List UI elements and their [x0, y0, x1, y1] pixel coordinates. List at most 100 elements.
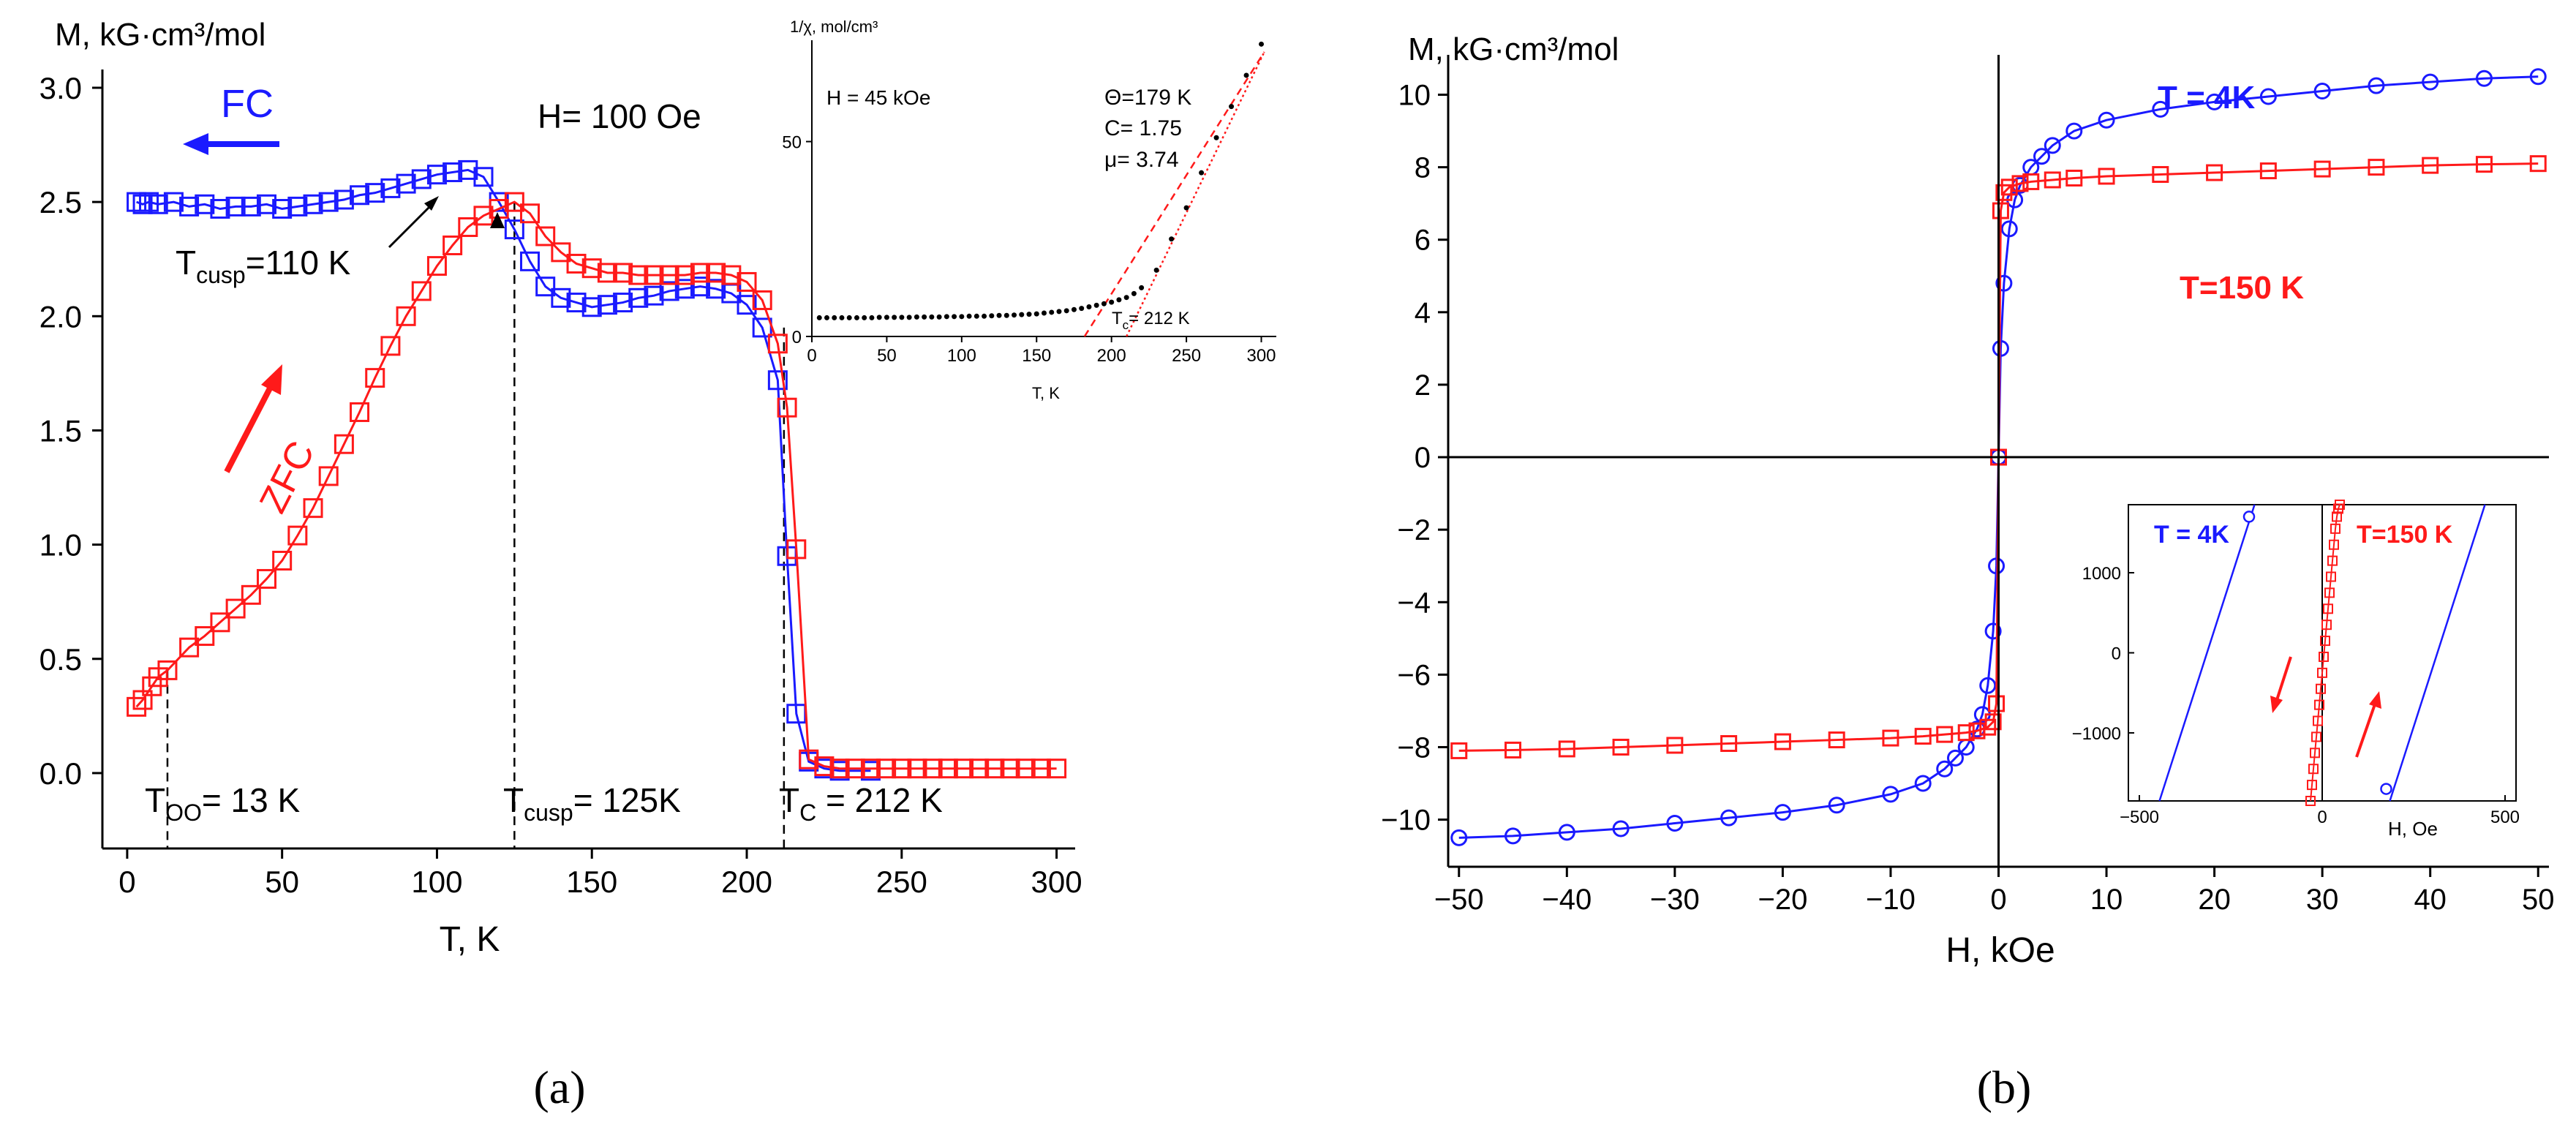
zfc-point [380, 336, 401, 356]
chart-a-x-tick-label: 150 [566, 865, 617, 899]
t150k-point [1914, 728, 1932, 745]
inset-b-150k-point [2329, 539, 2339, 550]
zfc-point [597, 263, 617, 283]
chart-b-x-tick-label: 20 [2198, 884, 2231, 916]
fc-point [581, 297, 602, 317]
inset-a-point [876, 315, 882, 320]
inset-a-point [1183, 205, 1189, 211]
chart-a-x-tick-label: 250 [876, 865, 927, 899]
zfc-point [737, 271, 757, 292]
t150k-point [1882, 729, 1899, 747]
fc-point [334, 189, 354, 210]
inset-a-point [929, 314, 935, 320]
t150k-point [1992, 202, 2009, 219]
t150k-point [1984, 713, 2002, 731]
inset-a-x-tick-label: 0 [807, 346, 816, 366]
zfc-point [907, 759, 927, 779]
inset-a-point [839, 315, 845, 320]
fc-point [318, 192, 339, 212]
fc-point [426, 165, 447, 185]
zfc-point [954, 759, 974, 779]
t4k-point [2044, 137, 2061, 154]
inset-a-point [1042, 310, 1047, 316]
fc-point [272, 199, 293, 219]
zfc-point [814, 756, 835, 777]
inset-a-point [1213, 135, 1219, 140]
zfc-point [786, 539, 807, 560]
fc-point [659, 281, 679, 301]
inset-a-point [922, 314, 927, 320]
annotation-too: TOO= 13 K [145, 781, 300, 826]
inset-b-150k-point [2317, 667, 2327, 678]
zfc-point [551, 242, 571, 263]
inset-b-4k-line [2389, 504, 2486, 802]
t4k-point [1936, 760, 1954, 778]
inset-a-point [1049, 309, 1055, 315]
inset-a-point [982, 313, 987, 319]
zfc-point [396, 306, 416, 326]
zfc-point [127, 696, 147, 717]
zfc-point [179, 637, 200, 658]
chart-a: 0 50 100 150 200 250 3000.00.51.01.52.02.53.0 … [39, 11, 1291, 959]
inset-a-point [1229, 104, 1235, 110]
zfc-point [876, 759, 897, 779]
fc-point [504, 219, 524, 240]
inset-a-point [869, 315, 875, 320]
chart-b-x-tick-label: 0 [1990, 884, 2006, 916]
chart-b-y-tick-label: 10 [1398, 80, 1431, 112]
zfc-point [365, 368, 385, 388]
chart-b: −50 −40 −30 −20 −10 0 10 20 30 40 50−10−8−6−4−2024… [1381, 31, 2554, 970]
t4k-point [1988, 557, 2006, 575]
fc-point [706, 279, 726, 299]
fc-point [674, 279, 695, 299]
inset-b-xlabel: H, Oe [2388, 818, 2438, 840]
t4k-point [2000, 220, 2018, 238]
chart-a-inset-xlabel: T, K [1032, 384, 1060, 402]
fc-point [195, 194, 215, 214]
t4k-point [2368, 77, 2385, 94]
chart-a-x-tick-label: 50 [265, 865, 299, 899]
chart-a-x-tick-label: 200 [721, 865, 772, 899]
inset-a-tc: Tc= 212 K [1112, 309, 1190, 332]
inset-a-point [1033, 311, 1039, 317]
inset-b-150k-point [2316, 683, 2326, 694]
t150k-point [1558, 740, 1575, 758]
inset-b-x-tick-label: −500 [2120, 808, 2159, 827]
chart-a-y-tick-label: 3.0 [39, 71, 82, 105]
inset-a-point [1079, 306, 1085, 312]
tcusp-pointer-arrow-icon [388, 196, 439, 249]
zfc-point [690, 263, 710, 283]
fc-point [690, 276, 710, 297]
annotation-tc: TC = 212 K [779, 781, 943, 826]
zfc-point [1015, 759, 1036, 779]
zfc-point [969, 759, 990, 779]
inset-a-point [1243, 72, 1249, 78]
t150k-point [2529, 155, 2547, 173]
inset-b-y-tick-label: −1000 [2072, 724, 2121, 744]
fc-point [148, 194, 168, 214]
zfc-point [225, 598, 246, 619]
t4k-point [2529, 68, 2547, 86]
chart-b-ylabel: M, kG·cm³/mol [1408, 31, 1619, 67]
chart-a-ylabel: M, kG·cm³/mol [55, 17, 265, 53]
inset-a-point [973, 313, 979, 319]
zfc-point [350, 402, 370, 422]
t4k-point [1666, 815, 1684, 832]
zfc-point [767, 334, 788, 354]
inset-a-mu: μ= 3.74 [1104, 148, 1179, 172]
inset-a-point [952, 314, 957, 320]
fc-point [442, 162, 463, 183]
t4k-point [1450, 829, 1468, 846]
zfc-point [334, 434, 354, 454]
inset-a-point [1093, 302, 1099, 308]
fc-arrow-icon [183, 133, 279, 155]
zfc-point [1000, 759, 1020, 779]
inset-a-x-tick-label: 300 [1246, 346, 1276, 366]
inset-a-point [1063, 308, 1069, 314]
zfc-point [303, 498, 323, 519]
inset-a-point [1131, 290, 1137, 296]
t4k-point [2098, 111, 2115, 129]
fc-point [210, 199, 230, 219]
fc-point [163, 192, 184, 212]
t4k-point [2033, 148, 2051, 165]
